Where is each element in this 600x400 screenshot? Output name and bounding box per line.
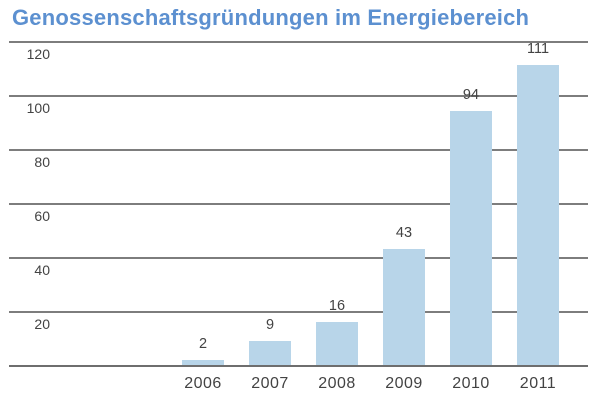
gridline-120 <box>9 41 588 43</box>
bar-2008 <box>316 321 358 365</box>
bar-value-label-2008: 16 <box>328 297 346 314</box>
y-tick-label-60: 60 <box>34 208 50 224</box>
gridline-40 <box>9 257 588 259</box>
x-tick-label-2010: 2010 <box>452 375 490 392</box>
gridline-60 <box>9 203 588 205</box>
x-tick-label-2008: 2008 <box>318 375 356 392</box>
chart-title: Genossenschaftsgründungen im Energiebere… <box>12 5 530 30</box>
x-tick-label-2009: 2009 <box>385 375 423 392</box>
bar-2006 <box>182 359 224 365</box>
bar-2010 <box>450 111 492 365</box>
bar-value-label-2006: 2 <box>198 335 208 352</box>
bar-2011 <box>517 65 559 365</box>
bar-value-label-2007: 9 <box>265 316 275 333</box>
y-tick-label-40: 40 <box>34 262 50 278</box>
x-tick-label-2007: 2007 <box>251 375 289 392</box>
x-axis: 2006 2007 2008 2009 2010 2011 <box>9 375 588 397</box>
bar-2007 <box>249 340 291 365</box>
x-tick-label-2011: 2011 <box>519 375 557 392</box>
bar-value-label-2010: 94 <box>462 87 480 104</box>
plot-area: 20 40 60 80 100 120 2 9 16 43 94 111 <box>9 41 588 367</box>
bar-value-label-2011: 111 <box>526 41 550 58</box>
bar-2009 <box>383 248 425 365</box>
x-tick-label-2006: 2006 <box>184 375 222 392</box>
gridline-20 <box>9 311 588 313</box>
y-tick-label-20: 20 <box>34 316 50 332</box>
y-tick-label-80: 80 <box>34 154 50 170</box>
gridline-100 <box>9 95 588 97</box>
bar-value-label-2009: 43 <box>395 224 413 241</box>
y-tick-label-100: 100 <box>26 100 50 116</box>
y-tick-label-120: 120 <box>26 46 50 62</box>
gridline-80 <box>9 149 588 151</box>
